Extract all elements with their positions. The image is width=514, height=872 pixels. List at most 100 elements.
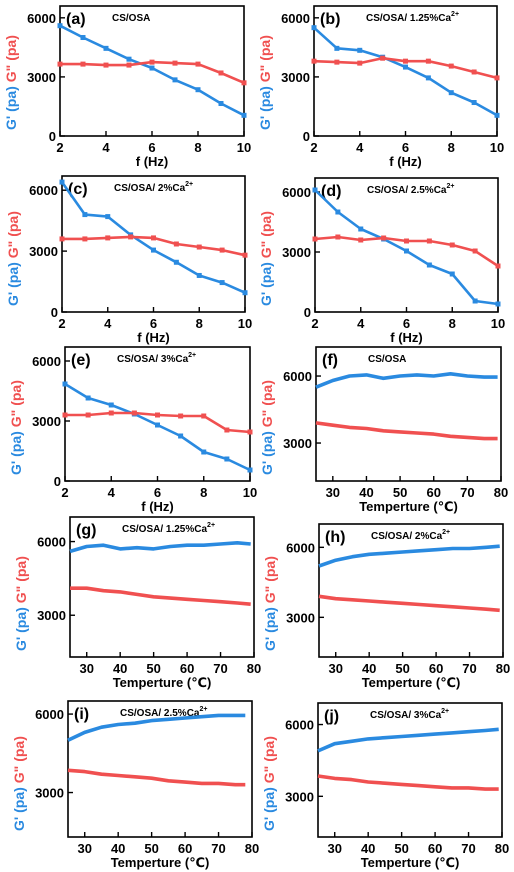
y-tick-label: 6000: [286, 540, 315, 555]
series-line-g_prime: [318, 544, 500, 568]
data-point-g_prime: [155, 422, 160, 428]
y-axis-label: G' (pa) G" (pa): [258, 211, 274, 306]
panel-label: (h): [325, 529, 345, 546]
plot-frame: [69, 516, 255, 658]
x-tick-label: 30: [328, 661, 342, 676]
panel-label: (j): [324, 708, 339, 725]
x-tick-label: 40: [111, 841, 125, 856]
panel-label: (d): [321, 183, 341, 200]
plot-frame: [318, 523, 504, 658]
panel-j: 30 40 50 60 70 80 3000 6000 Temperture (℃) G' (pa…: [261, 702, 509, 870]
data-point-g_double_prime: [195, 61, 201, 67]
panel-title: CS/OSA/ 2.5%Ca2+: [367, 183, 454, 196]
panel-title-superscript: 2+: [185, 181, 193, 188]
panel-title-superscript: 2+: [188, 352, 196, 359]
y-axis-label: G' (pa) G" (pa): [3, 35, 19, 130]
x-tick-label: 6: [154, 485, 161, 500]
data-point-g_prime: [426, 262, 432, 268]
x-tick-label: 50: [146, 661, 160, 676]
series-line-g_double_prime: [318, 594, 500, 613]
y-axis-label: G' (pa) G" (pa): [8, 380, 24, 475]
x-tick-label: 60: [426, 485, 440, 500]
panel-title: CS/OSA: [112, 13, 150, 24]
x-tick-label: 6: [150, 316, 157, 331]
y-tick-label: 0: [49, 129, 56, 144]
data-point-g_prime: [103, 45, 109, 51]
data-point-g_prime: [172, 77, 178, 83]
panel-title-text: CS/OSA: [368, 354, 406, 365]
x-tick-label: 10: [491, 316, 505, 331]
y-axis-label: G' (pa) G" (pa): [259, 380, 275, 475]
y-axis-label-g-double-prime: G" (pa): [262, 556, 278, 603]
x-tick-label: 10: [490, 140, 504, 155]
data-point-g_double_prime: [471, 69, 477, 75]
panel-label: (i): [74, 706, 89, 723]
data-point-g_double_prime: [448, 63, 454, 69]
data-point-g_prime: [357, 47, 363, 53]
data-point-g_double_prime: [82, 236, 88, 242]
panel-title: CS/OSA/ 3%Ca2+: [117, 352, 196, 365]
data-point-g_prime: [149, 65, 155, 71]
x-tick-label: 40: [113, 661, 127, 676]
data-point-g_double_prime: [178, 413, 184, 419]
data-point-g_double_prime: [57, 61, 63, 67]
data-point-g_prime: [201, 449, 207, 455]
y-tick-label: 3000: [29, 244, 58, 259]
y-axis-label-g-prime: G' (pa): [261, 787, 277, 831]
x-tick-label: 60: [428, 841, 442, 856]
series-line-g_double_prime: [60, 60, 245, 84]
y-axis-label: G' (pa) G" (pa): [13, 556, 29, 651]
x-tick-label: 6: [403, 316, 410, 331]
data-point-g_prime: [178, 433, 184, 439]
data-point-g_double_prime: [224, 427, 230, 433]
data-point-g_double_prime: [85, 412, 91, 418]
y-axis-label-g-prime: G' (pa): [5, 262, 21, 306]
data-point-g_prime: [311, 25, 317, 31]
x-tick-label: 50: [144, 841, 158, 856]
data-point-g_prime: [472, 298, 478, 304]
panel-title-text: CS/OSA/ 2.5%Ca: [120, 708, 200, 719]
data-point-g_prime: [334, 45, 340, 51]
x-tick-label: 6: [148, 140, 155, 155]
x-tick-label: 70: [461, 841, 475, 856]
x-tick-label: 10: [237, 140, 251, 155]
data-point-g_double_prime: [131, 410, 137, 416]
panel-title: CS/OSA/ 1.25%Ca2+: [122, 522, 215, 535]
x-tick-label: 80: [496, 661, 510, 676]
x-tick-label: 8: [448, 140, 455, 155]
y-axis-label: G' (pa) G" (pa): [261, 736, 277, 831]
panel-title-superscript: 2+: [441, 708, 449, 715]
panel-title-text: CS/OSA/ 2%Ca: [114, 183, 186, 194]
data-point-g_double_prime: [173, 241, 179, 247]
data-point-g_prime: [82, 212, 88, 218]
data-point-g_prime: [126, 56, 132, 62]
y-tick-label: 0: [54, 474, 61, 489]
data-point-g_double_prime: [495, 263, 501, 269]
x-tick-label: 2: [56, 140, 63, 155]
y-tick-label: 3000: [282, 245, 311, 260]
data-point-g_double_prime: [380, 55, 386, 61]
data-point-g_double_prime: [472, 248, 478, 254]
series-line-g_prime: [317, 727, 499, 753]
x-tick-label: 2: [61, 485, 68, 500]
data-point-g_double_prime: [358, 237, 364, 243]
panel-title-text: CS/OSA/ 3%Ca: [117, 354, 189, 365]
data-point-g_double_prime: [357, 60, 363, 66]
y-axis-label-g-prime: G' (pa): [3, 86, 19, 130]
data-point-g_double_prime: [241, 80, 247, 86]
x-tick-label: 8: [196, 316, 203, 331]
series-line-g_prime: [314, 189, 499, 306]
x-tick-label: 60: [429, 661, 443, 676]
y-tick-label: 3000: [35, 786, 64, 801]
x-tick-label: 4: [104, 316, 112, 331]
x-axis-label: f (Hz): [137, 330, 170, 345]
x-tick-label: 30: [326, 485, 340, 500]
x-axis-label: Temperture (℃): [361, 855, 460, 870]
x-tick-label: 2: [310, 140, 317, 155]
y-axis-label-g-double-prime: G" (pa): [261, 736, 277, 783]
data-point-g_double_prime: [381, 235, 387, 241]
data-point-g_prime: [196, 272, 202, 278]
y-tick-label: 3000: [27, 70, 56, 85]
plot-frame: [314, 177, 499, 313]
data-point-g_double_prime: [312, 236, 318, 242]
